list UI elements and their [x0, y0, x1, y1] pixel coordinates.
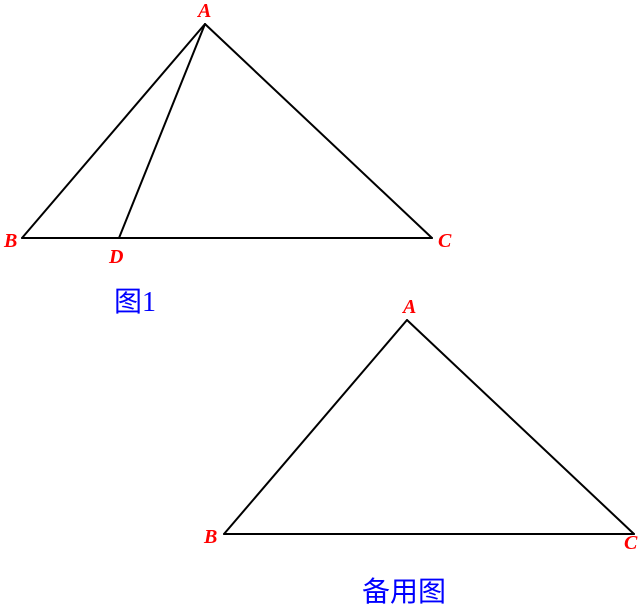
fig1-label-D: D: [109, 246, 123, 269]
geometry-svg: [0, 0, 640, 614]
fig2-label-B: B: [204, 526, 217, 549]
fig1-label-A: A: [198, 0, 211, 23]
fig2-label-C: C: [624, 532, 637, 555]
fig1-caption: 图1: [114, 280, 156, 320]
fig1-label-C: C: [438, 230, 451, 253]
fig1-label-B: B: [4, 230, 17, 253]
fig2-label-A: A: [403, 296, 416, 319]
fig2-caption: 备用图: [362, 570, 446, 610]
